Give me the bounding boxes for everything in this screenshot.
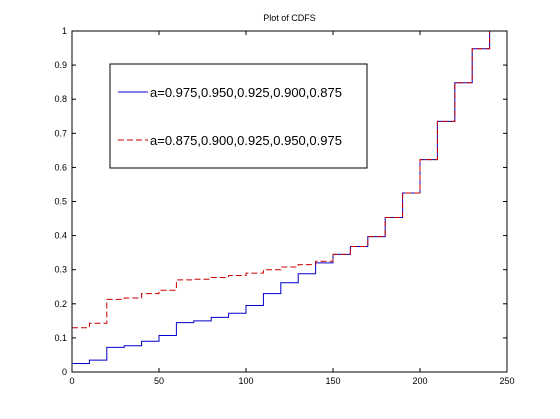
chart-title: Plot of CDFS: [263, 13, 316, 23]
legend-label-2: a=0.875,0.900,0.925,0.950,0.975: [150, 133, 342, 148]
y-tick-label: 0: [62, 367, 67, 377]
series-layer: [72, 31, 491, 364]
x-tick-label: 200: [412, 376, 427, 386]
y-tick-label: 0.1: [54, 333, 67, 343]
legend: a=0.975,0.950,0.925,0.900,0.875 a=0.875,0…: [109, 63, 368, 169]
series-line-2: [72, 31, 491, 329]
x-tick-label: 150: [325, 376, 340, 386]
y-tick-label: 1: [62, 26, 67, 36]
legend-box: [109, 63, 368, 169]
x-tick-label: 0: [69, 376, 74, 386]
y-tick-label: 0.7: [54, 128, 67, 138]
x-tick-label: 100: [238, 376, 253, 386]
y-tick-label: 0.2: [54, 299, 67, 309]
y-tick-label: 0.8: [54, 94, 67, 104]
y-tick-label: 0.3: [54, 265, 67, 275]
y-tick-label: 0.9: [54, 60, 67, 70]
legend-label-1: a=0.975,0.950,0.925,0.900,0.875: [150, 85, 342, 100]
y-tick-label: 0.6: [54, 162, 67, 172]
y-tick-label: 0.5: [54, 197, 67, 207]
y-tick-label: 0.4: [54, 231, 67, 241]
x-tick-label: 250: [499, 376, 514, 386]
axis-layer: 0 50 100 150 200 250 0 0.1 0.2 0.3 0.4 0.5 0.6 0.7 0.8…: [54, 26, 514, 386]
x-tick-label: 50: [154, 376, 164, 386]
